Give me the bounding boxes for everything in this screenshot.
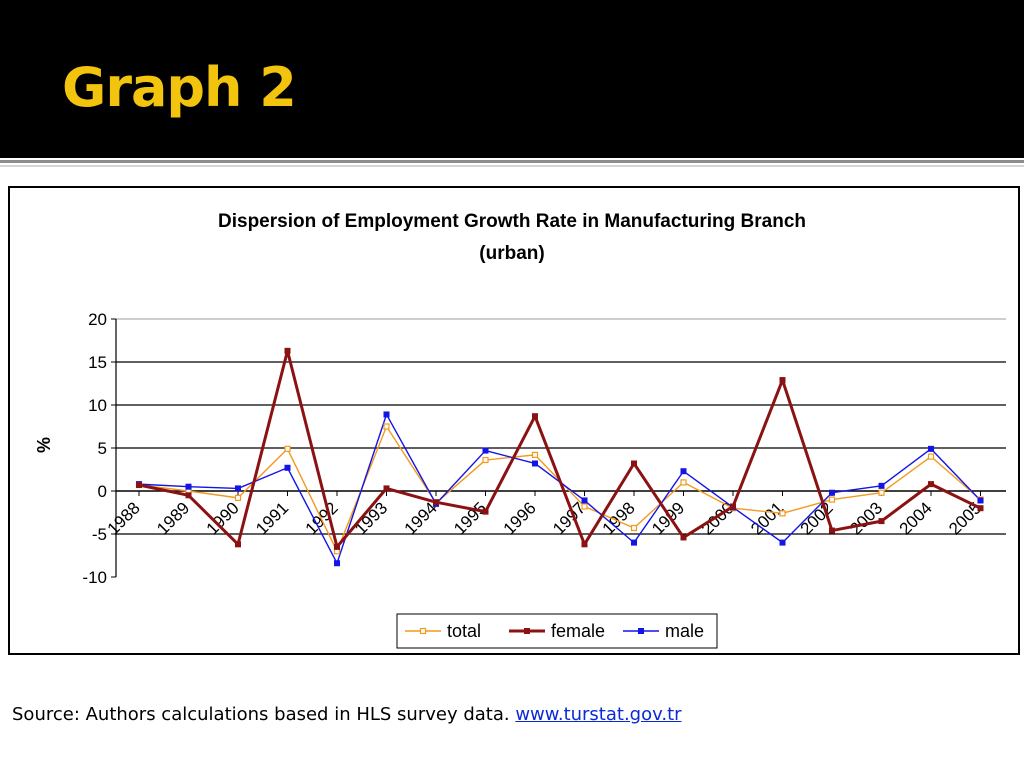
x-tick-label: 1990 <box>203 498 243 538</box>
data-point-female <box>878 518 885 525</box>
y-tick-label: -5 <box>92 525 107 544</box>
legend-label-male: male <box>665 621 704 641</box>
data-point-male <box>383 411 390 418</box>
data-point-female <box>680 534 687 541</box>
legend-box <box>396 613 718 649</box>
data-point-male <box>581 497 588 504</box>
data-point-female <box>433 499 439 506</box>
data-point-male <box>878 482 885 489</box>
data-point-male <box>284 464 291 471</box>
data-point-total <box>531 451 539 458</box>
header-divider <box>0 160 1024 163</box>
x-tick-label: 1989 <box>153 498 193 538</box>
y-tick-label: 20 <box>88 310 107 329</box>
legend-label-total: total <box>447 621 481 641</box>
data-point-female <box>581 541 588 548</box>
data-point-female <box>532 413 538 420</box>
x-tick-label: 1991 <box>252 498 292 538</box>
data-point-total <box>234 494 242 501</box>
data-point-female <box>829 527 835 534</box>
chart-title-line: Dispersion of Employment Growth Rate in … <box>218 211 806 232</box>
data-point-total <box>779 510 786 517</box>
legend-label-female: female <box>551 621 605 641</box>
data-point-female <box>284 347 291 354</box>
header-divider-light <box>0 165 1024 167</box>
x-tick-label: 2005 <box>945 498 985 538</box>
data-point-female <box>631 460 637 467</box>
data-point-total <box>680 479 687 486</box>
chart-title-line: (urban) <box>479 243 544 264</box>
source-link[interactable]: www.turstat.gov.tr <box>515 704 682 725</box>
data-point-total <box>878 489 885 496</box>
data-point-male <box>928 445 934 452</box>
data-point-female <box>977 505 984 512</box>
legend-marker-male <box>638 628 644 634</box>
y-tick-label: 5 <box>98 439 107 458</box>
y-tick-label: 15 <box>88 353 107 372</box>
data-point-female <box>730 503 736 510</box>
data-point-female <box>136 481 142 488</box>
title-bar: Graph 2 <box>0 0 1024 158</box>
data-point-male <box>185 483 192 490</box>
slide-title: Graph 2 <box>62 56 297 119</box>
y-tick-label: 0 <box>98 482 107 501</box>
line-chart: Dispersion of Employment Growth Rate in … <box>34 211 1006 649</box>
y-axis-label: % <box>34 437 54 453</box>
data-point-female <box>928 481 934 488</box>
data-point-male <box>977 497 984 504</box>
data-point-total <box>828 496 836 503</box>
data-point-male <box>482 447 489 454</box>
data-point-total <box>630 524 638 532</box>
data-point-female <box>334 543 340 550</box>
data-point-male <box>334 560 340 567</box>
series-line-female <box>138 349 982 549</box>
data-point-total <box>581 503 588 510</box>
data-point-female <box>482 508 489 515</box>
data-point-male <box>680 468 687 475</box>
data-point-total <box>927 453 935 460</box>
data-point-female <box>779 377 786 384</box>
source-note: Source: Authors calculations based in HL… <box>12 704 682 725</box>
x-tick-label: 1988 <box>104 498 144 538</box>
data-point-male <box>779 539 786 546</box>
x-tick-label: 1995 <box>450 498 490 538</box>
data-point-male <box>829 489 835 496</box>
legend-marker-female <box>524 628 530 634</box>
y-tick-label: -10 <box>82 568 107 587</box>
data-point-male <box>631 539 637 546</box>
data-point-male <box>532 460 538 467</box>
legend-marker-total <box>419 627 427 635</box>
data-point-female <box>235 541 241 548</box>
data-point-total <box>284 445 291 452</box>
x-tick-label: 1999 <box>648 498 688 538</box>
chart-frame <box>8 186 1020 655</box>
data-point-total <box>383 423 390 430</box>
y-tick-label: 10 <box>88 396 107 415</box>
source-text: Source: Authors calculations based in HL… <box>12 704 516 725</box>
data-point-female <box>185 492 192 499</box>
data-point-male <box>235 485 241 492</box>
x-tick-label: 1996 <box>500 498 540 538</box>
data-point-female <box>383 485 390 492</box>
data-point-total <box>482 456 489 464</box>
